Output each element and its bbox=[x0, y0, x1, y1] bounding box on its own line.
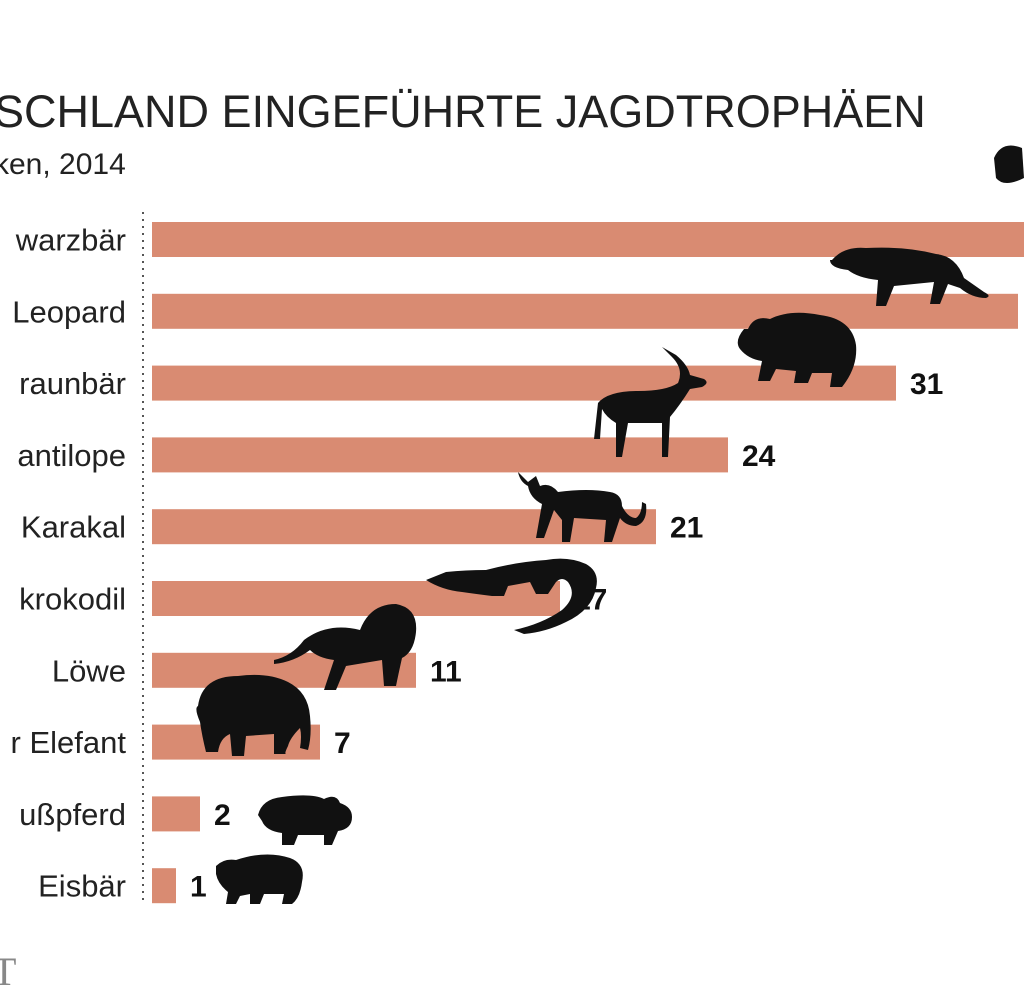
animal-icons bbox=[196, 145, 1024, 904]
category-labels: warzbär Leopard raunbär antilope Karakal krok… bbox=[11, 223, 127, 904]
category-label-8: r Elefant bbox=[11, 725, 127, 760]
category-label-7: Löwe bbox=[52, 653, 126, 688]
value-label-7: 11 bbox=[430, 655, 462, 688]
hippo-icon bbox=[258, 795, 352, 845]
bar-10 bbox=[152, 868, 176, 904]
chart-title: SCHLAND EINGEFÜHRTE JAGDTROPHÄEN bbox=[0, 86, 926, 137]
lion-icon bbox=[274, 604, 417, 690]
category-label-10: Eisbär bbox=[38, 869, 126, 904]
category-label-3: raunbär bbox=[19, 366, 126, 401]
value-label-3: 31 bbox=[910, 368, 943, 401]
bar-9 bbox=[152, 796, 200, 832]
value-label-8: 7 bbox=[334, 727, 351, 760]
bar-3 bbox=[152, 365, 896, 401]
category-label-5: Karakal bbox=[21, 510, 126, 545]
caracal-icon bbox=[518, 472, 647, 542]
category-label-2: Leopard bbox=[12, 294, 126, 329]
brown-bear-icon bbox=[737, 312, 857, 387]
bar-4 bbox=[152, 437, 728, 473]
chart-subtitle: ken, 2014 bbox=[0, 148, 126, 181]
value-label-5: 21 bbox=[670, 512, 703, 545]
value-label-4: 24 bbox=[742, 440, 776, 473]
elephant-icon bbox=[196, 674, 311, 756]
polar-bear-icon bbox=[216, 854, 303, 904]
bar-2 bbox=[152, 293, 1018, 329]
leopard-icon bbox=[830, 247, 989, 306]
category-label-4: antilope bbox=[17, 438, 126, 473]
footer-mark: T bbox=[0, 949, 16, 994]
value-label-9: 2 bbox=[214, 799, 231, 832]
value-label-10: 1 bbox=[190, 871, 207, 904]
category-label-9: ußpferd bbox=[19, 797, 126, 832]
category-label-1: warzbär bbox=[15, 223, 126, 258]
crocodile-icon bbox=[426, 558, 597, 634]
antelope-icon bbox=[594, 347, 707, 457]
bear-icon bbox=[994, 145, 1024, 183]
category-label-6: krokodil bbox=[19, 582, 126, 617]
